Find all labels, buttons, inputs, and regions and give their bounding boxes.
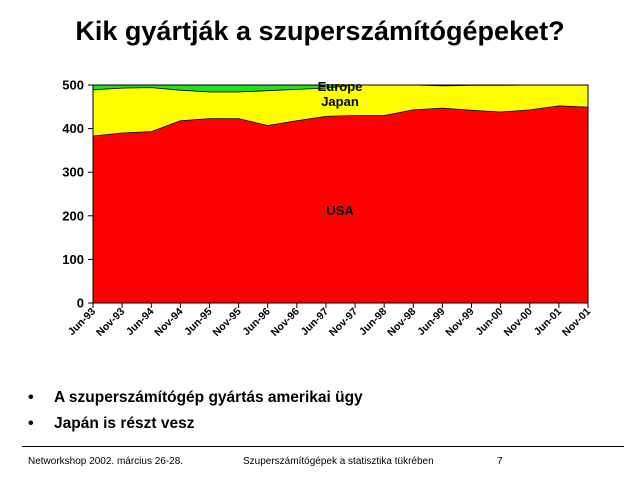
y-tick-label: 0: [77, 296, 84, 311]
x-tick-label: Jun-94: [124, 306, 157, 339]
footer-subtitle: Szuperszámítógépek a statisztika tükrébe…: [243, 456, 434, 467]
x-axis: Jun-93Nov-93Jun-94Nov-94Jun-95Nov-95Jun-…: [66, 303, 593, 339]
x-tick-label: Nov-98: [385, 306, 418, 339]
plot-area: [92, 84, 589, 304]
area-usa: [93, 105, 588, 304]
x-tick-label: Jun-00: [473, 306, 506, 339]
x-tick-label: Nov-99: [443, 306, 476, 339]
area-europe: [93, 85, 588, 92]
series-label-europe: Europe: [318, 79, 363, 94]
x-tick-label: Jun-99: [415, 306, 448, 339]
x-tick-label: Jun-95: [182, 306, 215, 339]
y-tick-label: 300: [62, 165, 84, 180]
bullet-item: Japán is részt vesz: [28, 414, 363, 440]
x-tick-label: Jun-97: [299, 306, 332, 339]
footer-event: Networkshop 2002. március 26-28.: [28, 456, 184, 467]
slide-title: Kik gyártják a szuperszámítógépeket?: [75, 16, 565, 46]
series-label-usa: USA: [326, 203, 354, 218]
x-tick-label: Jun-96: [240, 306, 273, 339]
area-japan: [93, 85, 588, 136]
footer-divider: [22, 446, 624, 447]
series-label-japan: Japan: [321, 94, 359, 109]
x-tick-label: Nov-97: [327, 306, 360, 339]
bullet-list: A szuperszámítógép gyártás amerikai ügy …: [28, 388, 363, 440]
series-line-usa: [92, 105, 589, 137]
x-tick-label: Nov-01: [560, 306, 593, 339]
plot-border: [92, 84, 589, 304]
stacked-area-chart: 0 100 200 300 400 500 Jun-93Nov-93Jun-94Nov-9…: [62, 78, 593, 339]
x-tick-label: Nov-94: [152, 306, 185, 339]
bullet-item: A szuperszámítógép gyártás amerikai ügy: [28, 388, 363, 414]
x-tick-label: Nov-95: [210, 306, 243, 339]
y-tick-label: 400: [62, 121, 84, 136]
x-tick-label: Nov-00: [502, 306, 535, 339]
y-tick-label: 500: [62, 78, 84, 93]
x-tick-label: Nov-96: [269, 306, 302, 339]
page-number: 7: [497, 456, 503, 467]
y-tick-label: 200: [62, 208, 84, 223]
y-axis: 0 100 200 300 400 500: [62, 78, 93, 311]
y-tick-label: 100: [62, 252, 84, 267]
x-tick-label: Jun-98: [357, 306, 390, 339]
x-tick-label: Jun-01: [532, 306, 565, 339]
x-tick-label: Nov-93: [94, 306, 127, 339]
